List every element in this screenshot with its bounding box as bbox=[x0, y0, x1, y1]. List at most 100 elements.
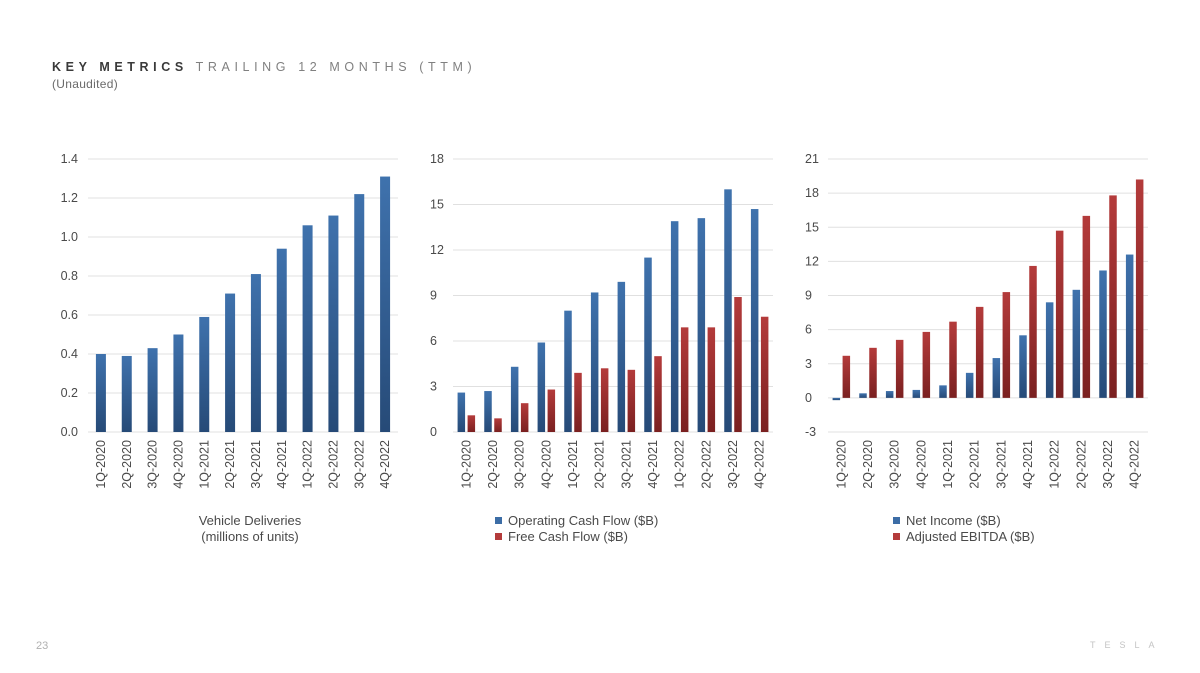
x-tick-label: 3Q-2021 bbox=[994, 440, 1008, 489]
x-tick-label: 4Q-2022 bbox=[378, 440, 392, 489]
bar-blue-1q-2020 bbox=[832, 397, 841, 401]
x-tick-label: 2Q-2021 bbox=[968, 440, 982, 489]
x-tick-label: 1Q-2021 bbox=[566, 440, 580, 489]
x-tick-label: 2Q-2022 bbox=[326, 440, 340, 489]
y-tick-label: 1.4 bbox=[61, 152, 78, 166]
x-tick-label: 4Q-2020 bbox=[171, 440, 185, 489]
x-tick-label: 1Q-2020 bbox=[459, 440, 473, 489]
bar-blue-3q-2021 bbox=[992, 358, 1001, 398]
legend-swatch-red bbox=[893, 533, 900, 540]
bar-red-3q-2022 bbox=[1109, 195, 1117, 398]
x-tick-label: 3Q-2021 bbox=[619, 440, 633, 489]
x-tick-label: 4Q-2020 bbox=[539, 440, 553, 489]
legend-entry: Operating Cash Flow ($B) bbox=[508, 513, 658, 528]
bar-blue-2q-2021 bbox=[965, 372, 974, 398]
y-tick-label: 18 bbox=[805, 186, 819, 200]
chart-2: 0 3 6 9 12 15 18 1Q-2020 2Q-2020 3Q-2020 4Q-2020 1Q… bbox=[430, 152, 773, 544]
x-tick-label: 3Q-2020 bbox=[513, 440, 527, 489]
x-tick-label: 1Q-2022 bbox=[301, 440, 315, 489]
bar-blue-4q-2020 bbox=[912, 389, 921, 398]
bar-red-1q-2020 bbox=[467, 415, 476, 432]
bar-blue-1q-2020 bbox=[95, 354, 106, 432]
legend-entry: Adjusted EBITDA ($B) bbox=[906, 529, 1035, 544]
x-tick-label: 2Q-2020 bbox=[486, 440, 500, 489]
x-tick-label: 2Q-2022 bbox=[699, 440, 713, 489]
bar-blue-3q-2022 bbox=[724, 189, 732, 432]
y-tick-label: 18 bbox=[430, 152, 444, 166]
legend-swatch-red bbox=[495, 533, 502, 540]
bar-blue-3q-2020 bbox=[147, 348, 158, 432]
bar-red-3q-2021 bbox=[627, 369, 636, 432]
bar-red-4q-2022 bbox=[760, 316, 769, 432]
chart-1: 0.0 0.2 0.4 0.6 0.8 1.0 1.2 1.4 1Q-2020 2Q-2020 3Q… bbox=[61, 152, 398, 544]
y-tick-label: 15 bbox=[805, 220, 819, 234]
bar-blue-4q-2022 bbox=[750, 209, 759, 432]
page-subtitle: (Unaudited) bbox=[52, 77, 119, 91]
y-tick-label: 6 bbox=[430, 334, 437, 348]
x-tick-label: 1Q-2020 bbox=[94, 440, 108, 489]
bar-blue-2q-2022 bbox=[1072, 289, 1081, 398]
bar-red-4q-2020 bbox=[547, 389, 556, 432]
legend: Operating Cash Flow ($B)Free Cash Flow (… bbox=[495, 513, 658, 544]
x-tick-label: 1Q-2021 bbox=[197, 440, 211, 489]
page-title: KEY METRICS TRAILING 12 MONTHS (TTM) bbox=[52, 60, 476, 74]
bar-blue-1q-2021 bbox=[564, 310, 572, 432]
bar-blue-3q-2020 bbox=[885, 391, 894, 398]
bar-blue-3q-2021 bbox=[617, 281, 626, 432]
y-tick-label: 3 bbox=[805, 357, 812, 371]
y-tick-label: 21 bbox=[805, 152, 819, 166]
header: KEY METRICS TRAILING 12 MONTHS (TTM) (Un… bbox=[52, 60, 476, 91]
bar-blue-1q-2022 bbox=[670, 221, 679, 432]
x-tick-label: 2Q-2022 bbox=[1074, 440, 1088, 489]
legend: Net Income ($B)Adjusted EBITDA ($B) bbox=[893, 513, 1035, 544]
x-tick-label: 1Q-2022 bbox=[673, 440, 687, 489]
x-tick-label: 4Q-2022 bbox=[1128, 440, 1142, 489]
bar-red-4q-2021 bbox=[654, 356, 662, 432]
y-tick-label: 0.4 bbox=[61, 347, 78, 361]
bar-blue-2q-2022 bbox=[697, 218, 706, 432]
bar-red-3q-2021 bbox=[1002, 292, 1011, 398]
y-tick-label: 0.8 bbox=[61, 269, 78, 283]
x-tick-label: 2Q-2021 bbox=[223, 440, 237, 489]
bar-blue-1q-2021 bbox=[939, 385, 947, 398]
y-tick-label: 3 bbox=[430, 380, 437, 394]
brand-logo: TESLA bbox=[1090, 640, 1164, 650]
y-tick-label: 12 bbox=[430, 243, 444, 257]
x-tick-label: 2Q-2020 bbox=[861, 440, 875, 489]
bar-blue-4q-2022 bbox=[1125, 254, 1134, 398]
bar-red-3q-2020 bbox=[895, 339, 904, 398]
x-tick-label: 2Q-2020 bbox=[120, 440, 134, 489]
x-tick-label: 4Q-2021 bbox=[1021, 440, 1035, 489]
bar-blue-3q-2021 bbox=[250, 274, 261, 432]
bar-blue-2q-2022 bbox=[328, 215, 339, 432]
x-tick-label: 4Q-2022 bbox=[753, 440, 767, 489]
y-tick-label: 0.6 bbox=[61, 308, 78, 322]
bar-blue-1q-2020 bbox=[457, 392, 466, 432]
bar-blue-3q-2020 bbox=[510, 366, 519, 432]
bar-red-2q-2021 bbox=[600, 368, 609, 432]
y-tick-label: -3 bbox=[805, 425, 816, 439]
y-tick-label: 0 bbox=[805, 391, 812, 405]
x-tick-label: 1Q-2020 bbox=[834, 440, 848, 489]
bar-red-2q-2020 bbox=[494, 418, 502, 432]
x-tick-label: 1Q-2022 bbox=[1048, 440, 1062, 489]
x-tick-label: 4Q-2020 bbox=[914, 440, 928, 489]
bar-red-3q-2022 bbox=[734, 297, 742, 432]
bar-red-2q-2020 bbox=[869, 347, 877, 398]
page-number: 23 bbox=[36, 640, 49, 652]
bar-red-4q-2022 bbox=[1135, 179, 1144, 398]
x-tick-label: 3Q-2022 bbox=[352, 440, 366, 489]
bar-blue-1q-2022 bbox=[1045, 302, 1054, 398]
legend-swatch-blue bbox=[893, 517, 900, 524]
bar-red-1q-2020 bbox=[842, 355, 851, 398]
bar-blue-2q-2020 bbox=[484, 391, 492, 432]
y-tick-label: 0 bbox=[430, 425, 437, 439]
bar-blue-2q-2020 bbox=[859, 393, 867, 398]
bar-blue-4q-2021 bbox=[644, 257, 652, 432]
bar-blue-4q-2021 bbox=[276, 248, 287, 432]
y-tick-label: 15 bbox=[430, 198, 444, 212]
title-strong: KEY METRICS bbox=[52, 60, 188, 74]
bar-blue-4q-2022 bbox=[380, 176, 391, 432]
bar-blue-4q-2020 bbox=[537, 342, 546, 432]
bar-blue-3q-2022 bbox=[354, 194, 365, 432]
